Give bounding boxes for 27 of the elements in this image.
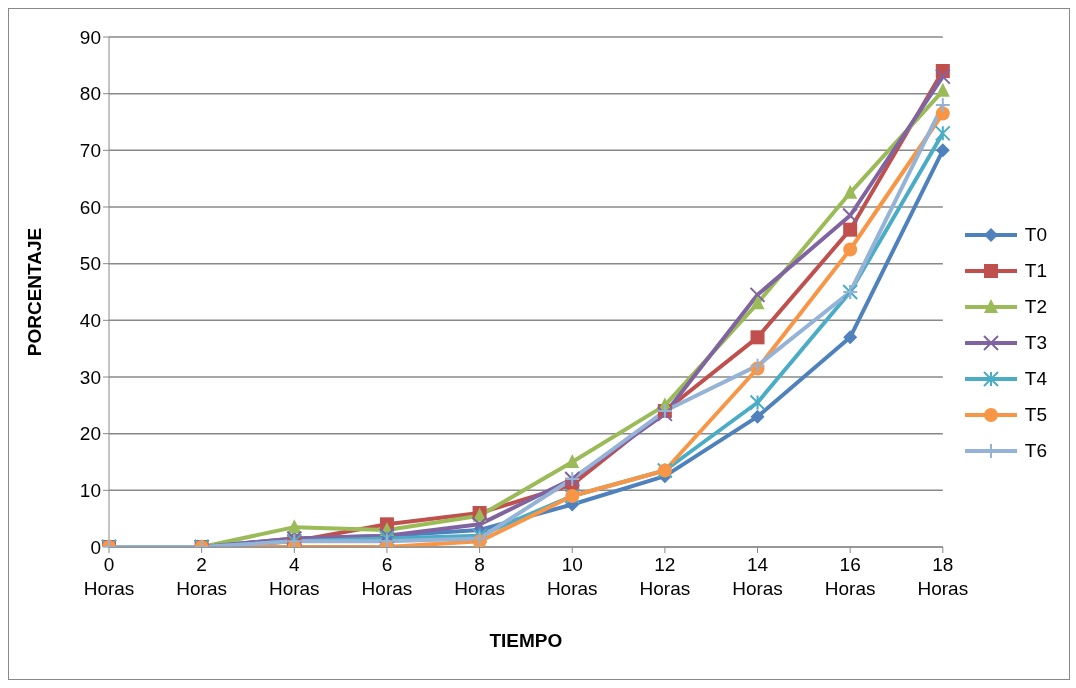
y-tick-label: 10 (79, 480, 101, 502)
x-tick-label: 12 Horas (639, 554, 691, 599)
x-tick-label: 6 Horas (361, 554, 413, 599)
legend-label: T1 (1024, 260, 1047, 282)
y-axis-title: PORCENTAJE (23, 227, 45, 357)
y-tick-label: 70 (79, 140, 101, 162)
y-tick-label: 50 (79, 253, 101, 275)
x-tick-label: 16 Horas (824, 554, 876, 599)
legend-label: T2 (1024, 296, 1047, 318)
y-tick-label: 90 (79, 26, 101, 48)
x-tick-label: 4 Horas (268, 554, 320, 599)
y-tick-label: 40 (79, 310, 101, 332)
x-tick-label: 18 Horas (917, 554, 969, 599)
y-tick-label: 80 (79, 83, 101, 105)
legend-label: T0 (1024, 224, 1047, 246)
legend-label: T3 (1024, 332, 1047, 354)
y-tick-label: 20 (79, 423, 101, 445)
legend-label: T4 (1024, 368, 1047, 390)
legend-label: T5 (1024, 404, 1047, 426)
y-tick-label: 60 (79, 196, 101, 218)
x-tick-label: 10 Horas (546, 554, 598, 599)
x-tick-label: 2 Horas (176, 554, 227, 599)
y-tick-label: 30 (79, 366, 101, 388)
x-axis-title: TIEMPO (489, 630, 563, 651)
x-tick-label: 14 Horas (732, 554, 783, 599)
x-tick-label: 8 Horas (454, 554, 505, 599)
legend-label: T6 (1024, 440, 1047, 462)
